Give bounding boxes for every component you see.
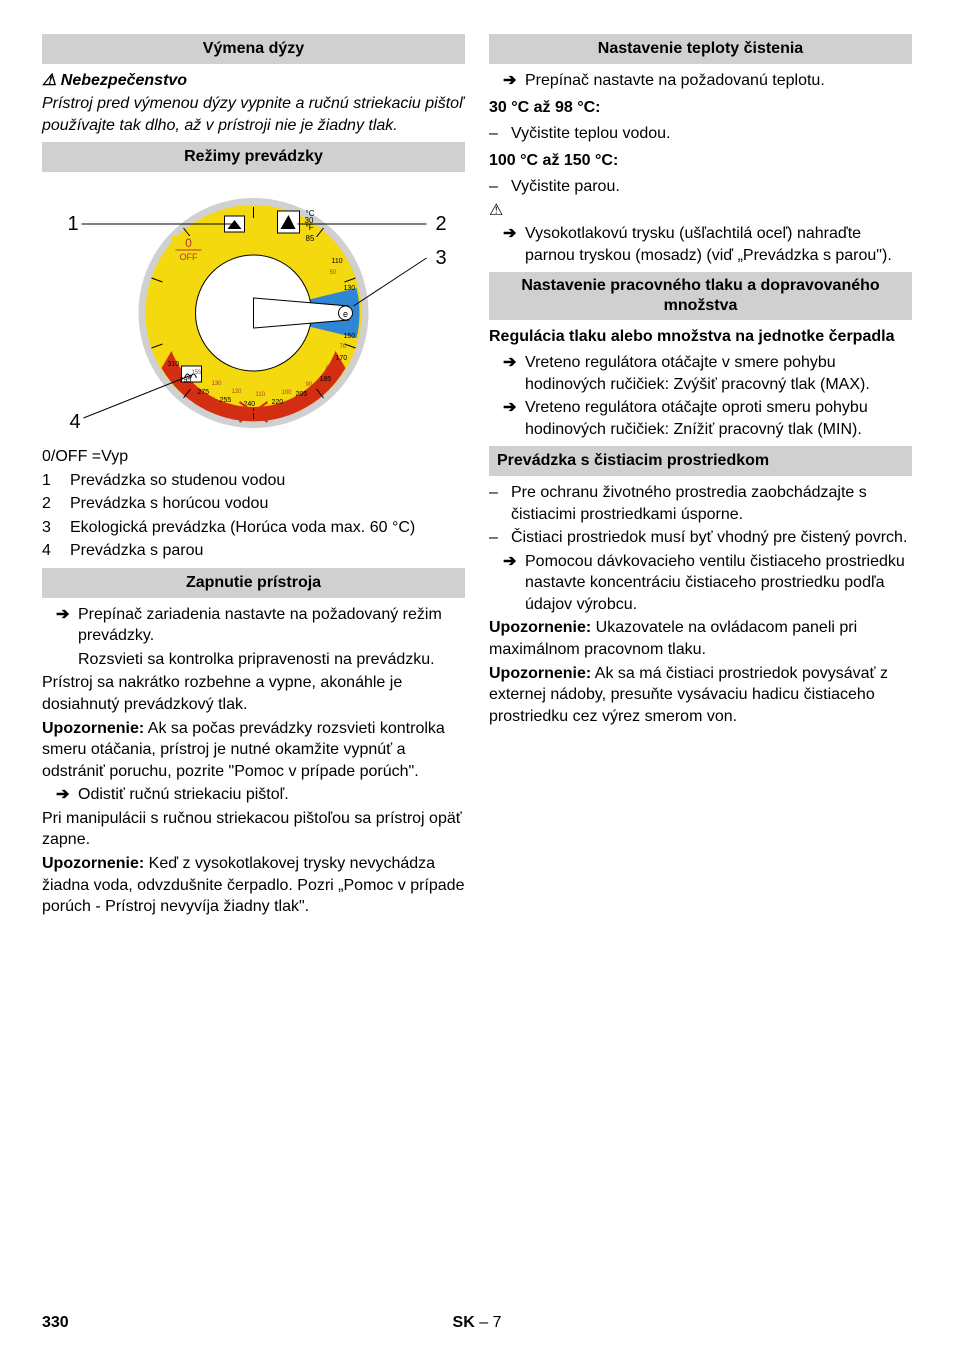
- svg-text:120: 120: [232, 389, 243, 395]
- mode-dial-figure: 0 OFF °C °F 30 85 e: [42, 178, 465, 438]
- svg-text:255: 255: [220, 397, 232, 404]
- legend-item-3: 3Ekologická prevádzka (Horúca voda max. …: [42, 517, 465, 539]
- svg-text:100: 100: [282, 390, 293, 396]
- heading-nastav-tlaku: Nastavenie pracovného tlaku a dopravovan…: [489, 272, 912, 320]
- heading-nastav-teploty: Nastavenie teploty čistenia: [489, 34, 912, 64]
- fig-callout-2: 2: [436, 213, 447, 235]
- svg-text:e: e: [343, 309, 348, 319]
- legend-item-2: 2Prevádzka s horúcou vodou: [42, 493, 465, 515]
- step-odistit: ➔Odistiť ručnú striekaciu pištoľ.: [56, 784, 465, 806]
- range-100-150: 100 °C až 150 °C:: [489, 150, 912, 172]
- arrow-icon: ➔: [503, 223, 525, 245]
- svg-text:155: 155: [192, 370, 203, 376]
- zapnutie-upozornenie-1: Upozornenie: Ak sa počas prevádzky rozsv…: [42, 718, 465, 783]
- svg-text:90: 90: [306, 382, 313, 388]
- step-zapnutie-prepinac: ➔Prepínač zariadenia nastavte na požadov…: [56, 604, 465, 647]
- svg-text:170: 170: [336, 355, 348, 362]
- svg-text:130: 130: [344, 285, 356, 292]
- dash-vhodny: –Čistiaci prostriedok musí byť vhodný pr…: [489, 527, 912, 549]
- arrow-icon: ➔: [503, 352, 525, 374]
- zapnutie-p1: Prístroj sa nakrátko rozbehne a vypne, a…: [42, 672, 465, 715]
- warning-icon-standalone: ⚠: [489, 200, 912, 222]
- zapnutie-p3: Pri manipulácii s ručnou striekacou pišt…: [42, 808, 465, 851]
- legend-item-4: 4Prevádzka s parou: [42, 540, 465, 562]
- warning-icon: ⚠: [42, 72, 61, 89]
- range-30-98: 30 °C až 98 °C:: [489, 97, 912, 119]
- heading-rezimy: Režimy prevádzky: [42, 142, 465, 172]
- heading-vymena-dyzy: Výmena dýzy: [42, 34, 465, 64]
- heading-zapnutie: Zapnutie prístroja: [42, 568, 465, 598]
- svg-text:295: 295: [180, 377, 192, 384]
- fig-callout-4: 4: [70, 411, 81, 433]
- legend-item-1: 1Prevádzka so studenou vodou: [42, 470, 465, 492]
- step-min: ➔Vreteno regulátora otáčajte oproti smer…: [503, 397, 912, 440]
- footer-lang: SK – 7: [42, 1312, 912, 1334]
- svg-text:185: 185: [320, 376, 332, 383]
- dash-teplou: –Vyčistite teplou vodou.: [489, 123, 912, 145]
- svg-text:110: 110: [256, 392, 266, 398]
- step-max: ➔Vreteno regulátora otáčajte v smere poh…: [503, 352, 912, 395]
- heading-cistiacim: Prevádzka s čistiacim prostriedkom: [489, 446, 912, 476]
- zapnutie-rozsvieti: Rozsvieti sa kontrolka pripravenosti na …: [78, 649, 465, 671]
- legend-off: 0/OFF =Vyp: [42, 446, 465, 468]
- dash-parou: –Vyčistite parou.: [489, 176, 912, 198]
- svg-text:130: 130: [212, 381, 223, 387]
- svg-text:50: 50: [330, 270, 337, 276]
- upozornenie-ukazovatele: Upozornenie: Ukazovatele na ovládacom pa…: [489, 617, 912, 660]
- svg-text:150: 150: [344, 333, 356, 340]
- upozornenie-vysavat: Upozornenie: Ak sa má čistiaci prostried…: [489, 663, 912, 728]
- dial-off-0: 0: [185, 236, 192, 250]
- svg-text:220: 220: [272, 399, 284, 406]
- step-ventilu: ➔Pomocou dávkovacieho ventilu čistiaceho…: [503, 551, 912, 616]
- svg-text:80: 80: [326, 366, 333, 372]
- svg-text:275: 275: [198, 389, 210, 396]
- dial-off-text: OFF: [180, 252, 198, 262]
- svg-text:110: 110: [332, 258, 343, 265]
- arrow-icon: ➔: [503, 70, 525, 92]
- subhead-regulacia: Regulácia tlaku alebo množstva na jednot…: [489, 326, 912, 348]
- nebezpecenstvo-body: Prístroj pred výmenou dýzy vypnite a ruč…: [42, 93, 465, 136]
- arrow-icon: ➔: [56, 784, 78, 806]
- step-nastav-teplotu: ➔Prepínač nastavte na požadovanú teplotu…: [503, 70, 912, 92]
- step-trysku: ➔Vysokotlakovú trysku (ušľachtilá oceľ) …: [503, 223, 912, 266]
- nebezpecenstvo-title: ⚠ Nebezpečenstvo: [42, 70, 465, 92]
- arrow-icon: ➔: [56, 604, 78, 626]
- svg-text:85: 85: [306, 234, 315, 243]
- svg-text:70: 70: [340, 344, 347, 350]
- arrow-icon: ➔: [503, 397, 525, 419]
- arrow-icon: ➔: [503, 551, 525, 573]
- zapnutie-upozornenie-2: Upozornenie: Keď z vysokotlakovej trysky…: [42, 853, 465, 918]
- dash-ochranu: –Pre ochranu životného prostredia zaobch…: [489, 482, 912, 525]
- svg-text:310: 310: [168, 361, 180, 368]
- svg-text:205: 205: [296, 391, 308, 398]
- fig-callout-1: 1: [68, 213, 79, 235]
- fig-callout-3: 3: [436, 247, 447, 269]
